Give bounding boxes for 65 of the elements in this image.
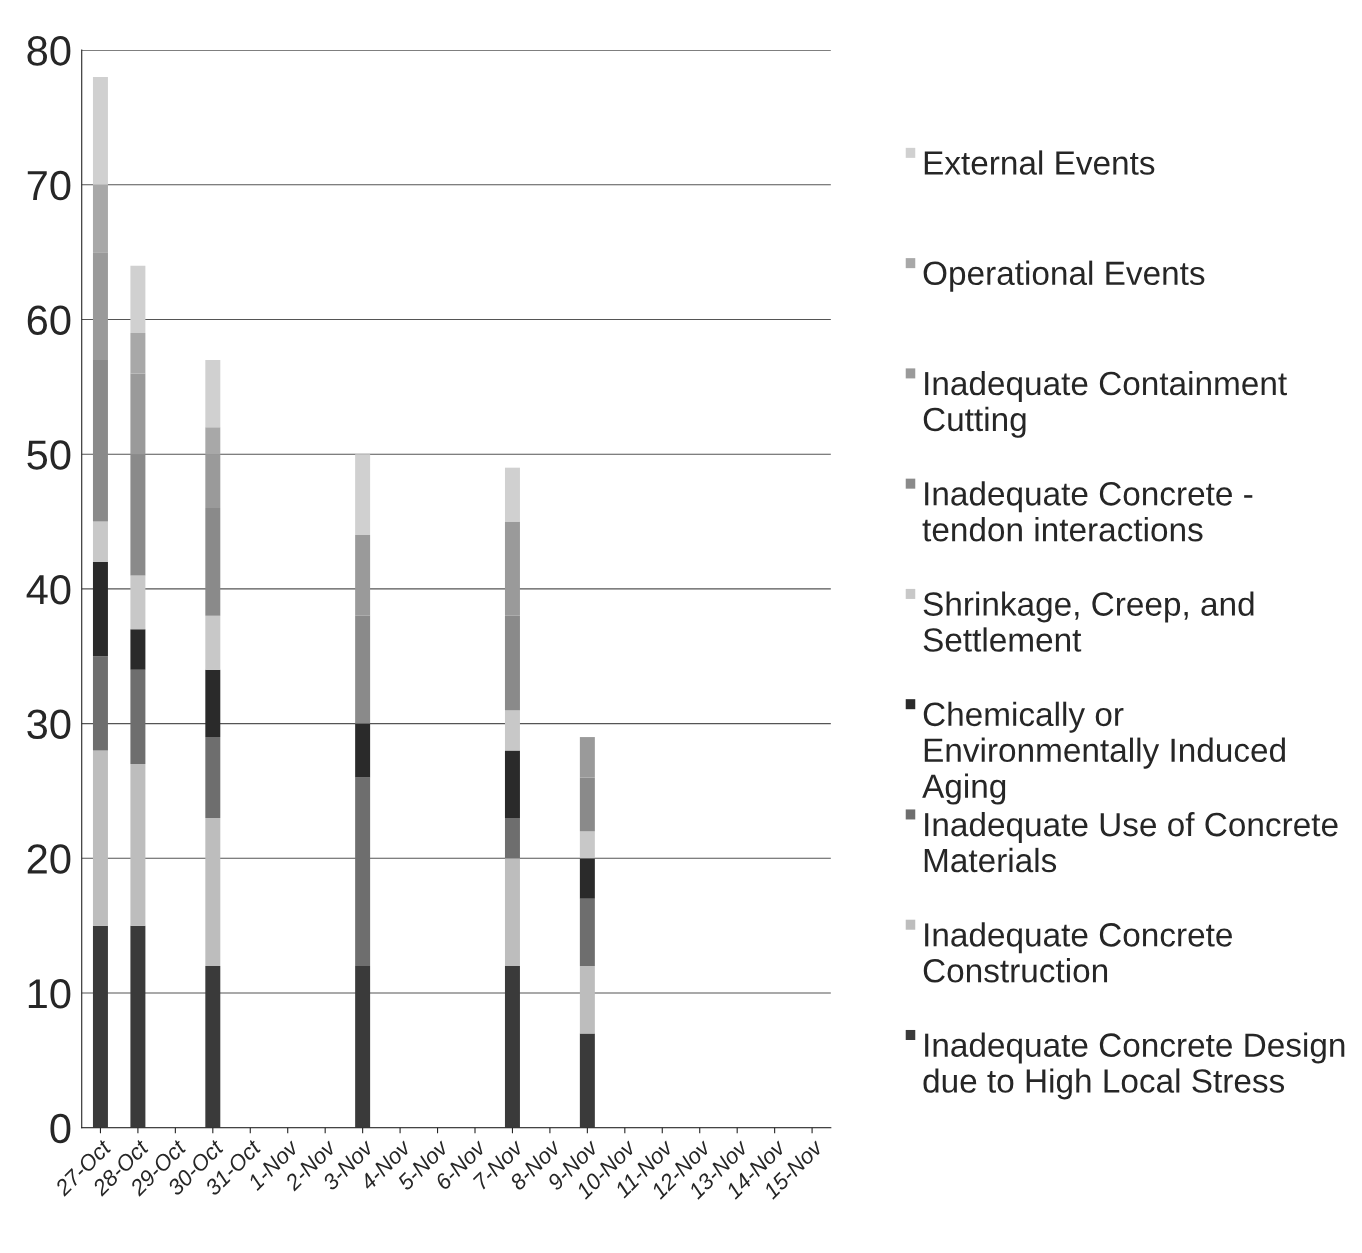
bar	[504, 521, 520, 616]
bar	[92, 521, 108, 562]
bar	[130, 265, 146, 333]
bar	[205, 359, 221, 428]
legend-label: Chemically or Environmentally Induced Aging	[922, 701, 1285, 805]
bar	[579, 737, 595, 778]
bar	[205, 615, 221, 670]
bar	[579, 831, 595, 859]
bar	[579, 898, 595, 967]
y-tick-label: 30	[27, 709, 71, 740]
legend-label: Inadequate Use of Concrete Materials	[924, 811, 1338, 873]
bar	[504, 817, 520, 859]
bar	[130, 669, 146, 765]
bar	[205, 817, 221, 967]
legend-label: Inadequate Concrete Construction	[923, 922, 1232, 983]
bar	[504, 966, 520, 1128]
legend-label: Shrinkage, Creep, and Settlement	[923, 591, 1254, 652]
bar	[355, 966, 371, 1128]
bar	[205, 966, 221, 1128]
bar	[205, 454, 221, 509]
bar	[355, 454, 371, 536]
bar	[504, 750, 520, 818]
bar	[205, 508, 221, 616]
y-tick-label: 50	[27, 440, 71, 470]
y-tick-label: 40	[26, 574, 71, 605]
bar	[579, 966, 595, 1034]
legend-label: Operational Events	[923, 260, 1205, 292]
y-tick-label: 70	[27, 170, 71, 201]
bar	[504, 710, 520, 751]
bar	[579, 858, 595, 899]
bar	[355, 615, 371, 724]
bar	[205, 669, 221, 738]
bar	[130, 373, 146, 455]
bar	[92, 77, 108, 185]
bar	[205, 427, 221, 455]
bar	[130, 925, 146, 1128]
bar	[579, 777, 595, 832]
bar	[355, 777, 371, 967]
bar	[130, 575, 146, 630]
y-tick-label: 80	[27, 36, 71, 66]
legend-label: Inadequate Concrete - tendon interactions	[922, 481, 1253, 542]
legend-label: Inadequate Concrete Design due to High Local Stress	[923, 1032, 1345, 1100]
bar	[92, 184, 108, 253]
bar	[92, 925, 108, 1128]
bar	[92, 656, 108, 751]
bar	[504, 858, 520, 967]
bar	[92, 252, 108, 360]
bar	[504, 467, 520, 522]
bar	[130, 454, 146, 576]
bar	[130, 629, 146, 670]
bar	[205, 737, 221, 818]
y-tick-label: 20	[27, 844, 71, 874]
bar	[92, 561, 108, 657]
bar	[130, 332, 146, 374]
y-tick-label: 10	[28, 979, 71, 1009]
bar	[355, 535, 371, 616]
bar	[92, 359, 108, 522]
bar	[579, 1033, 595, 1128]
legend-label: External Events	[924, 150, 1155, 175]
bar	[504, 615, 520, 711]
y-tick-label: 60	[27, 305, 71, 336]
bar	[92, 750, 108, 926]
legend-label: Inadequate Containment Cutting	[923, 370, 1287, 438]
bar	[355, 723, 371, 778]
bar	[130, 764, 146, 926]
